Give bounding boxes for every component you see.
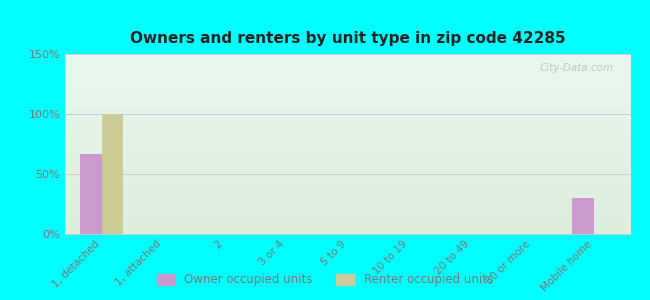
Legend: Owner occupied units, Renter occupied units: Owner occupied units, Renter occupied un…	[153, 269, 497, 291]
Title: Owners and renters by unit type in zip code 42285: Owners and renters by unit type in zip c…	[130, 31, 566, 46]
Bar	[572, 198, 593, 234]
Bar	[81, 154, 102, 234]
Text: City-Data.com: City-Data.com	[540, 63, 614, 73]
Bar	[102, 114, 124, 234]
